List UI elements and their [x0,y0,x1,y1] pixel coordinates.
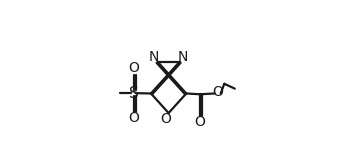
Text: O: O [129,61,140,75]
Text: N: N [178,50,188,64]
Text: O: O [129,111,140,125]
Text: N: N [149,50,159,64]
Text: O: O [195,115,206,129]
Text: S: S [129,86,138,101]
Text: O: O [160,112,171,126]
Text: O: O [212,85,223,99]
